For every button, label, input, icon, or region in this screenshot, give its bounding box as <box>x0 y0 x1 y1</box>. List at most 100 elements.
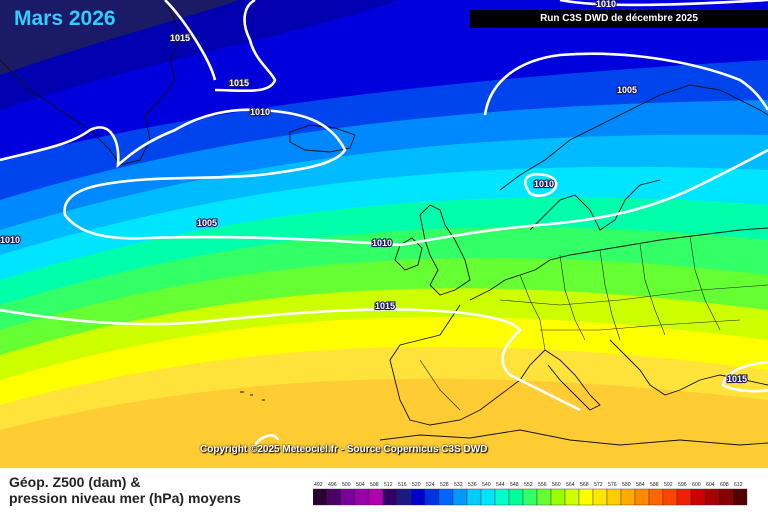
scale-tick-label: 508 <box>370 482 379 488</box>
legend-title-line2: pression niveau mer (hPa) moyens <box>9 490 241 506</box>
balkans-coast <box>609 339 768 396</box>
border-6 <box>499 284 768 306</box>
scale-swatch <box>354 488 370 506</box>
border-4 <box>639 243 666 336</box>
scale-tick-label: 576 <box>608 482 617 488</box>
scale-swatch <box>536 488 552 506</box>
scale-swatch <box>620 488 636 506</box>
north-europe-coast <box>469 227 768 301</box>
scale-tick-label: 492 <box>314 482 323 488</box>
scale-tick-label: 524 <box>426 482 435 488</box>
scale-tick-label: 516 <box>398 482 407 488</box>
scale-swatch <box>564 488 580 506</box>
scale-swatch <box>340 488 356 506</box>
isobar-label-1015: 1015 <box>727 374 747 384</box>
scale-swatch <box>382 488 398 506</box>
scale-tick-label: 520 <box>412 482 421 488</box>
islands <box>240 391 265 401</box>
isobar-line <box>253 434 280 446</box>
scale-tick-label: 552 <box>524 482 533 488</box>
iberia-france-coast <box>389 304 546 426</box>
scale-swatch <box>662 488 678 506</box>
scale-tick-label: 548 <box>510 482 519 488</box>
scale-tick-label: 580 <box>622 482 631 488</box>
scale-swatch <box>313 488 328 506</box>
scale-swatch <box>690 488 706 506</box>
scale-swatch <box>648 488 664 506</box>
scale-swatch <box>606 488 622 506</box>
scale-tick-label: 568 <box>580 482 589 488</box>
isobar-label-1010: 1010 <box>250 107 270 117</box>
scale-tick-label: 556 <box>538 482 547 488</box>
scale-tick-label: 544 <box>496 482 505 488</box>
run-label: Run C3S DWD de décembre 2025 <box>470 10 768 28</box>
scale-tick-label: 560 <box>552 482 561 488</box>
scale-swatch <box>718 488 734 506</box>
weather-map: 1015 1015 1010 1010 1005 1005 1010 1010 … <box>0 0 768 468</box>
scale-swatch <box>704 488 720 506</box>
isobar-label-1010: 1010 <box>0 235 20 245</box>
sweden-coast <box>529 179 661 231</box>
scale-swatch <box>396 488 412 506</box>
scale-swatch <box>368 488 384 506</box>
scale-swatch <box>592 488 608 506</box>
scale-swatch <box>480 488 496 506</box>
iceland-coast <box>289 124 356 153</box>
isobar-label-1005: 1005 <box>197 218 217 228</box>
scale-swatch <box>732 488 748 506</box>
scale-tick-label: 612 <box>734 482 743 488</box>
scale-tick-label: 584 <box>636 482 645 488</box>
isobar-line <box>721 360 768 393</box>
scale-tick-label: 588 <box>650 482 659 488</box>
scale-tick-label: 500 <box>342 482 351 488</box>
isobar-labels: 1015 1015 1010 1010 1005 1005 1010 1010 … <box>0 0 748 385</box>
scale-tick-label: 596 <box>678 482 687 488</box>
isobar-line <box>523 172 558 198</box>
ireland-coast <box>394 237 423 271</box>
isobar-line <box>0 308 581 412</box>
isobar-label-1010: 1010 <box>372 238 392 248</box>
scale-tick-label: 528 <box>440 482 449 488</box>
scale-swatch <box>410 488 426 506</box>
scale-tick-label: 604 <box>706 482 715 488</box>
isobar-label-1015: 1015 <box>170 33 190 43</box>
isobars <box>0 0 768 446</box>
africa-coast <box>379 429 768 446</box>
scale-tick-label: 600 <box>692 482 701 488</box>
scale-tick-label: 536 <box>468 482 477 488</box>
scale-tick-label: 504 <box>356 482 365 488</box>
scale-swatch <box>634 488 650 506</box>
scale-swatch <box>326 488 342 506</box>
border-1 <box>519 274 546 351</box>
scale-swatch <box>424 488 440 506</box>
scale-swatch <box>676 488 692 506</box>
isobar-line <box>559 0 768 7</box>
isobar-label-1015: 1015 <box>375 301 395 311</box>
isobar-line <box>0 108 768 247</box>
isobar-line <box>483 52 768 116</box>
scale-tick-label: 540 <box>482 482 491 488</box>
band-dark-navy <box>0 0 240 75</box>
scale-tick-label: 532 <box>454 482 463 488</box>
scale-swatch <box>578 488 594 506</box>
italy-coast <box>544 349 601 411</box>
scale-swatch <box>452 488 468 506</box>
great-britain-coast <box>419 204 471 296</box>
legend-title-line1: Géop. Z500 (dam) & <box>9 474 141 490</box>
scale-swatch <box>508 488 524 506</box>
scale-tick-label: 592 <box>664 482 673 488</box>
isobar-line <box>214 0 277 93</box>
border-7 <box>540 319 741 331</box>
isobar-label-1015: 1015 <box>229 78 249 88</box>
scale-tick-label: 512 <box>384 482 393 488</box>
copyright-text: Copyright ©2025 Meteociel.fr - Source Co… <box>200 444 488 455</box>
isobar-label-1005: 1005 <box>617 85 637 95</box>
map-canvas: 1015 1015 1010 1010 1005 1005 1010 1010 … <box>0 0 768 468</box>
scale-swatch <box>438 488 454 506</box>
scale-tick-label: 564 <box>566 482 575 488</box>
scale-swatch <box>550 488 566 506</box>
scale-swatch <box>494 488 510 506</box>
norway-coast <box>499 84 768 191</box>
color-scale: 492 496 500 504 508 512 516 520 524 528 532 536 540 5… <box>313 482 748 506</box>
country-borders <box>419 235 768 411</box>
